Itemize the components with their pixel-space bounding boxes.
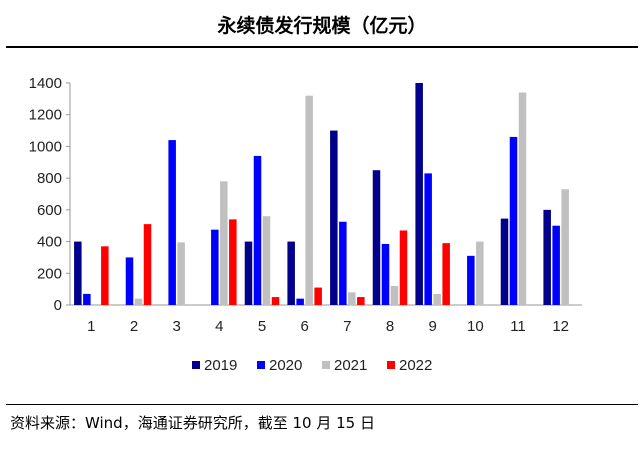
bar-2020-6 [296, 298, 304, 305]
legend-label-2019: 2019 [204, 357, 237, 374]
x-tick-label: 9 [428, 318, 436, 335]
y-tick-label: 1400 [29, 75, 62, 92]
legend: 2019 2020 2021 2022 [192, 357, 432, 374]
bar-2020-8 [381, 243, 390, 305]
y-tick-label: 400 [37, 234, 62, 251]
x-tick-label: 6 [300, 318, 308, 335]
bar-2022-5 [271, 297, 280, 305]
bar-2022-7 [357, 297, 365, 305]
bar-2021-11 [518, 92, 527, 305]
bar-2021-3 [177, 242, 185, 305]
x-tick-label: 7 [343, 318, 351, 335]
bar-2020-3 [168, 140, 176, 305]
bar-2021-7 [348, 292, 356, 305]
y-tick-label: 1200 [29, 107, 62, 124]
bar-2019-1 [74, 241, 82, 305]
bar-2021-2 [134, 298, 143, 305]
y-tick-label: 600 [37, 202, 62, 219]
bar-2019-12 [543, 209, 551, 305]
legend-swatch-2022 [387, 361, 395, 369]
bar-2021-9 [433, 293, 441, 305]
x-tick-label: 2 [130, 318, 138, 335]
legend-label-2020: 2020 [269, 357, 302, 374]
y-tick-label: 0 [54, 297, 62, 314]
bar-2021-4 [220, 181, 228, 305]
bar-2020-11 [509, 136, 518, 305]
chart-title: 永续债发行规模（亿元） [217, 15, 427, 37]
legend-swatch-2019 [192, 361, 200, 369]
bar-2021-12 [561, 189, 569, 305]
x-tick-labels: 1 2 3 4 5 6 7 8 9 10 11 12 [87, 318, 569, 335]
bar-2021-8 [390, 285, 399, 305]
x-tick-label: 3 [172, 318, 180, 335]
bar-2022-2 [143, 224, 152, 305]
source-note: 资料来源：Wind，海通证券研究所，截至 10 月 15 日 [10, 414, 375, 432]
bar-2019-7 [330, 130, 338, 305]
x-tick-label: 10 [467, 318, 484, 335]
bar-layer [74, 83, 569, 305]
legend-label-2021: 2021 [334, 357, 367, 374]
bar-2022-9 [442, 243, 450, 305]
bar-2020-12 [552, 225, 560, 305]
title-divider [6, 46, 638, 48]
x-tick-label: 4 [215, 318, 223, 335]
bar-2019-5 [244, 241, 253, 305]
bar-2019-6 [287, 241, 295, 305]
bar-2020-5 [253, 155, 262, 305]
legend-swatch-2021 [322, 361, 330, 369]
bar-2022-1 [101, 246, 109, 305]
bar-2020-1 [83, 293, 91, 305]
bar-2020-9 [424, 173, 432, 305]
bar-2020-2 [125, 257, 134, 305]
x-tick-label: 12 [552, 318, 569, 335]
bar-2022-6 [314, 287, 322, 305]
bar-2022-4 [229, 219, 237, 305]
x-tick-label: 5 [258, 318, 266, 335]
bar-2021-6 [305, 95, 313, 305]
bar-2020-4 [211, 229, 219, 305]
x-tick-label: 11 [510, 318, 526, 335]
bar-2020-10 [467, 255, 475, 305]
y-tick-label: 200 [37, 265, 62, 282]
legend-swatch-2020 [257, 361, 265, 369]
y-tick-label: 1000 [29, 138, 62, 155]
x-tick-label: 1 [87, 318, 95, 335]
y-tick-label: 800 [37, 170, 62, 187]
source-divider [6, 404, 638, 405]
legend-label-2022: 2022 [399, 357, 432, 374]
y-axis-line-layer [66, 82, 582, 306]
bar-2021-10 [476, 241, 484, 305]
bar-2021-5 [262, 216, 271, 305]
bar-2022-8 [399, 230, 408, 305]
bar-2019-8 [372, 170, 381, 305]
x-tick-label: 8 [386, 318, 394, 335]
bar-2019-11 [500, 218, 509, 305]
y-tick-labels: 0 200 400 600 800 1000 1200 1400 [29, 75, 62, 314]
bar-2020-7 [339, 221, 347, 305]
bar-2019-9 [415, 83, 423, 305]
